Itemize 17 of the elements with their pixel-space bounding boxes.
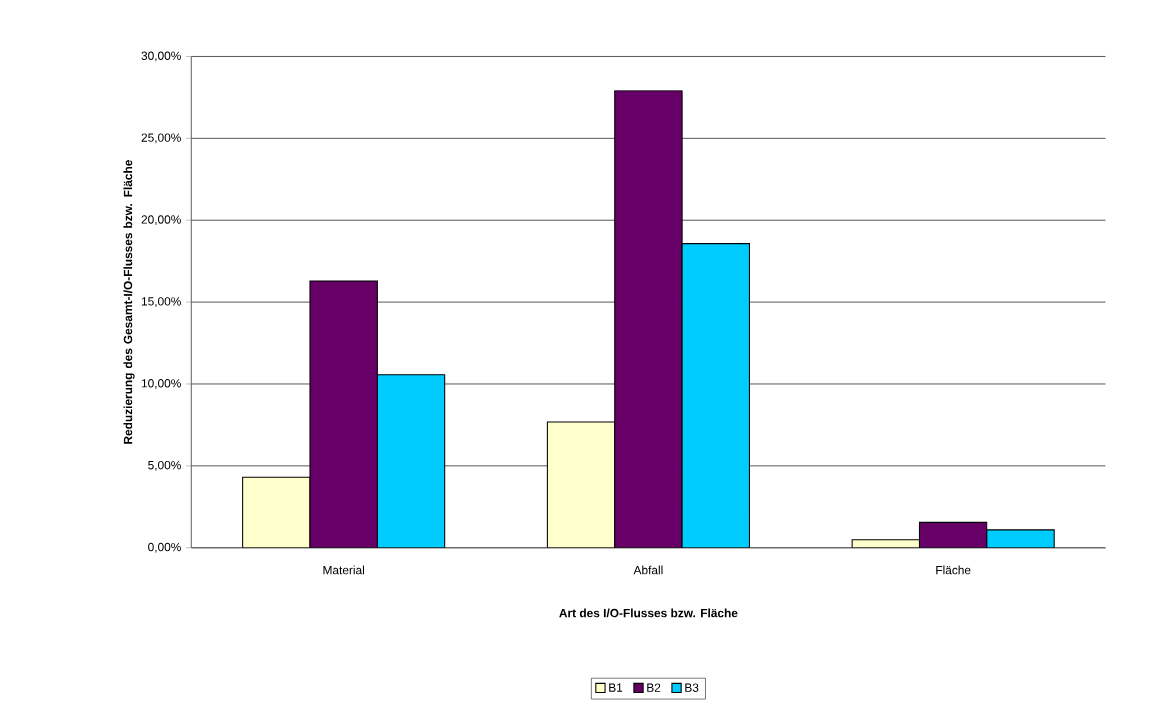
x-tick-label: Fläche bbox=[936, 565, 971, 575]
legend-label: B3 bbox=[685, 683, 699, 692]
y-tick-label: 25,00% bbox=[141, 133, 181, 144]
y-tick-label: 0,00% bbox=[148, 542, 181, 553]
y-tick-label: 10,00% bbox=[141, 379, 181, 389]
y-axis-title: Reduzierung des Gesamt-I/O-Flusses bzw. Fläche bbox=[123, 160, 135, 444]
y-tick-label: 5,00% bbox=[148, 460, 181, 471]
y-tick-label: 15,00% bbox=[141, 297, 181, 307]
y-tick-label: 30,00% bbox=[141, 51, 181, 62]
legend-label: B1 bbox=[609, 683, 623, 692]
x-tick-label: Material bbox=[323, 565, 364, 575]
x-tick-label: Abfall bbox=[633, 565, 663, 575]
legend-label: B2 bbox=[647, 683, 661, 692]
x-axis-title: Art des I/O-Flusses bzw. Fläche bbox=[559, 608, 738, 618]
y-tick-label: 20,00% bbox=[141, 215, 181, 226]
bar bbox=[242, 476, 311, 548]
bar bbox=[546, 421, 616, 548]
